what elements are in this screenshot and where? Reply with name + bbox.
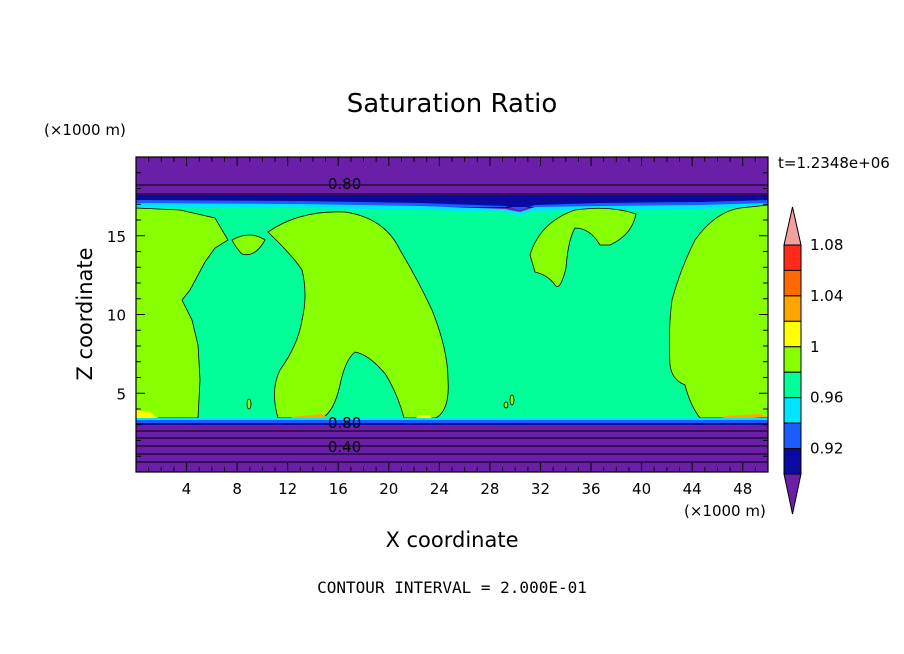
colorbar-swatch — [783, 397, 802, 424]
lower-purple-region — [136, 423, 768, 472]
colorbar-swatch — [783, 422, 802, 450]
x-tick-label: 20 — [379, 480, 398, 498]
blob-small-1 — [246, 398, 252, 410]
colorbar-swatch — [783, 244, 802, 271]
blob-left — [136, 207, 229, 419]
colorbar-tick-label: 0.92 — [810, 440, 843, 458]
x-tick-label: 28 — [480, 480, 499, 498]
y-axis-title: Z coordinate — [73, 247, 97, 380]
x-units-label: (×1000 m) — [684, 502, 766, 520]
y-axis: 5 10 15 — [107, 172, 768, 457]
blob-upper-right — [529, 207, 637, 287]
colorbar-swatch — [783, 295, 802, 322]
x-tick-label: 40 — [632, 480, 651, 498]
contour-label: 0.80 — [328, 175, 361, 193]
yellow-patch-left — [136, 410, 158, 418]
blob-right — [668, 204, 768, 419]
colorbar-swatch — [783, 269, 802, 297]
lower-blue-band — [136, 420, 768, 423]
colorbar-swatch — [783, 346, 802, 373]
colorbar-tick-label: 0.96 — [810, 389, 843, 407]
contour-label: 0.80 — [328, 414, 361, 432]
blob-center — [267, 211, 449, 419]
colorbar-tick-label: 1.08 — [810, 236, 843, 254]
upper-cyan-edge — [136, 203, 768, 215]
contour-interval-note: CONTOUR INTERVAL = 2.000E-01 — [317, 578, 587, 597]
x-axis: 4 8 12 16 20 24 28 32 36 40 44 48 — [148, 157, 756, 498]
y-tick-label: 15 — [107, 228, 126, 246]
blob-small-3 — [503, 401, 509, 409]
x-tick-label: 44 — [683, 480, 702, 498]
x-tick-label: 4 — [182, 480, 192, 498]
colorbar-tick-label: 1 — [810, 338, 820, 356]
blob-cap — [231, 234, 266, 256]
x-tick-label: 32 — [531, 480, 550, 498]
x-tick-label: 36 — [581, 480, 600, 498]
upper-blue-band — [136, 200, 768, 210]
y-units-label: (×1000 m) — [44, 121, 126, 139]
x-tick-label: 48 — [733, 480, 752, 498]
x-tick-label: 12 — [278, 480, 297, 498]
x-tick-label: 8 — [232, 480, 242, 498]
colorbar-swatch — [783, 371, 802, 399]
colorbar-bottom-arrow — [783, 473, 802, 515]
blob-small-2 — [509, 394, 515, 406]
plot-area — [136, 157, 768, 472]
y-tick-label: 5 — [116, 385, 126, 403]
colorbar-swatch — [783, 320, 802, 348]
colorbar: 0.92 0.96 1 1.04 1.08 — [783, 206, 843, 515]
contour-label: 0.40 — [328, 438, 361, 456]
time-label: t=1.2348e+06 — [778, 154, 890, 172]
x-tick-label: 24 — [430, 480, 449, 498]
x-axis-title: X coordinate — [385, 528, 518, 552]
contour-lines — [136, 184, 768, 463]
colorbar-swatch — [783, 448, 802, 475]
chart-title: Saturation Ratio — [347, 89, 558, 119]
colorbar-tick-label: 1.04 — [810, 287, 843, 305]
y-tick-label: 10 — [107, 307, 126, 325]
colorbar-top-arrow — [783, 206, 802, 246]
x-tick-label: 16 — [329, 480, 348, 498]
contour-label-layer: 0.80 0.80 0.40 — [328, 175, 361, 456]
